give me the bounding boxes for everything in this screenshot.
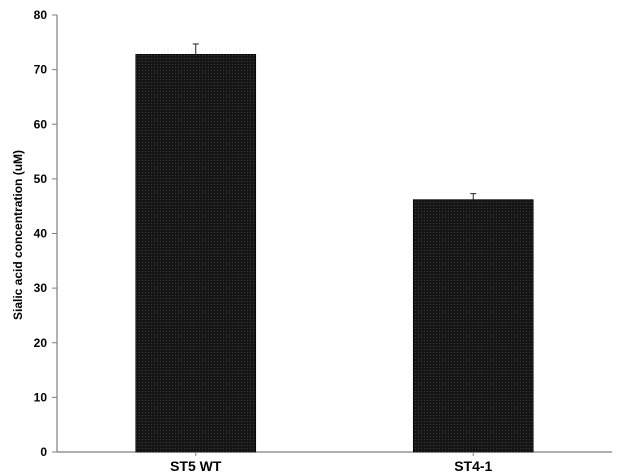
y-tick-label-0: 0 (40, 445, 47, 459)
y-tick-label-10: 10 (34, 390, 48, 404)
bar-st4-1 (412, 199, 534, 453)
y-tick-label-20: 20 (34, 336, 48, 350)
x-tick-label-1: ST4-1 (454, 458, 492, 474)
x-tick-label-0: ST5 WT (170, 458, 222, 474)
y-tick-label-30: 30 (34, 281, 48, 295)
y-axis-label: Sialic acid concentration (uM) (11, 150, 25, 320)
bar-st5-wt (135, 54, 257, 453)
y-tick-label-40: 40 (34, 227, 48, 241)
y-tick-label-80: 80 (34, 8, 48, 22)
y-axis-label-group: Sialic acid concentration (uM) (11, 150, 25, 320)
plot-area: 0 10 20 30 40 50 60 70 80 ST5 WT ST4-1 (34, 8, 612, 474)
y-tick-label-50: 50 (34, 172, 48, 186)
y-tick-label-60: 60 (34, 117, 48, 131)
y-tick-label-70: 70 (34, 63, 48, 77)
